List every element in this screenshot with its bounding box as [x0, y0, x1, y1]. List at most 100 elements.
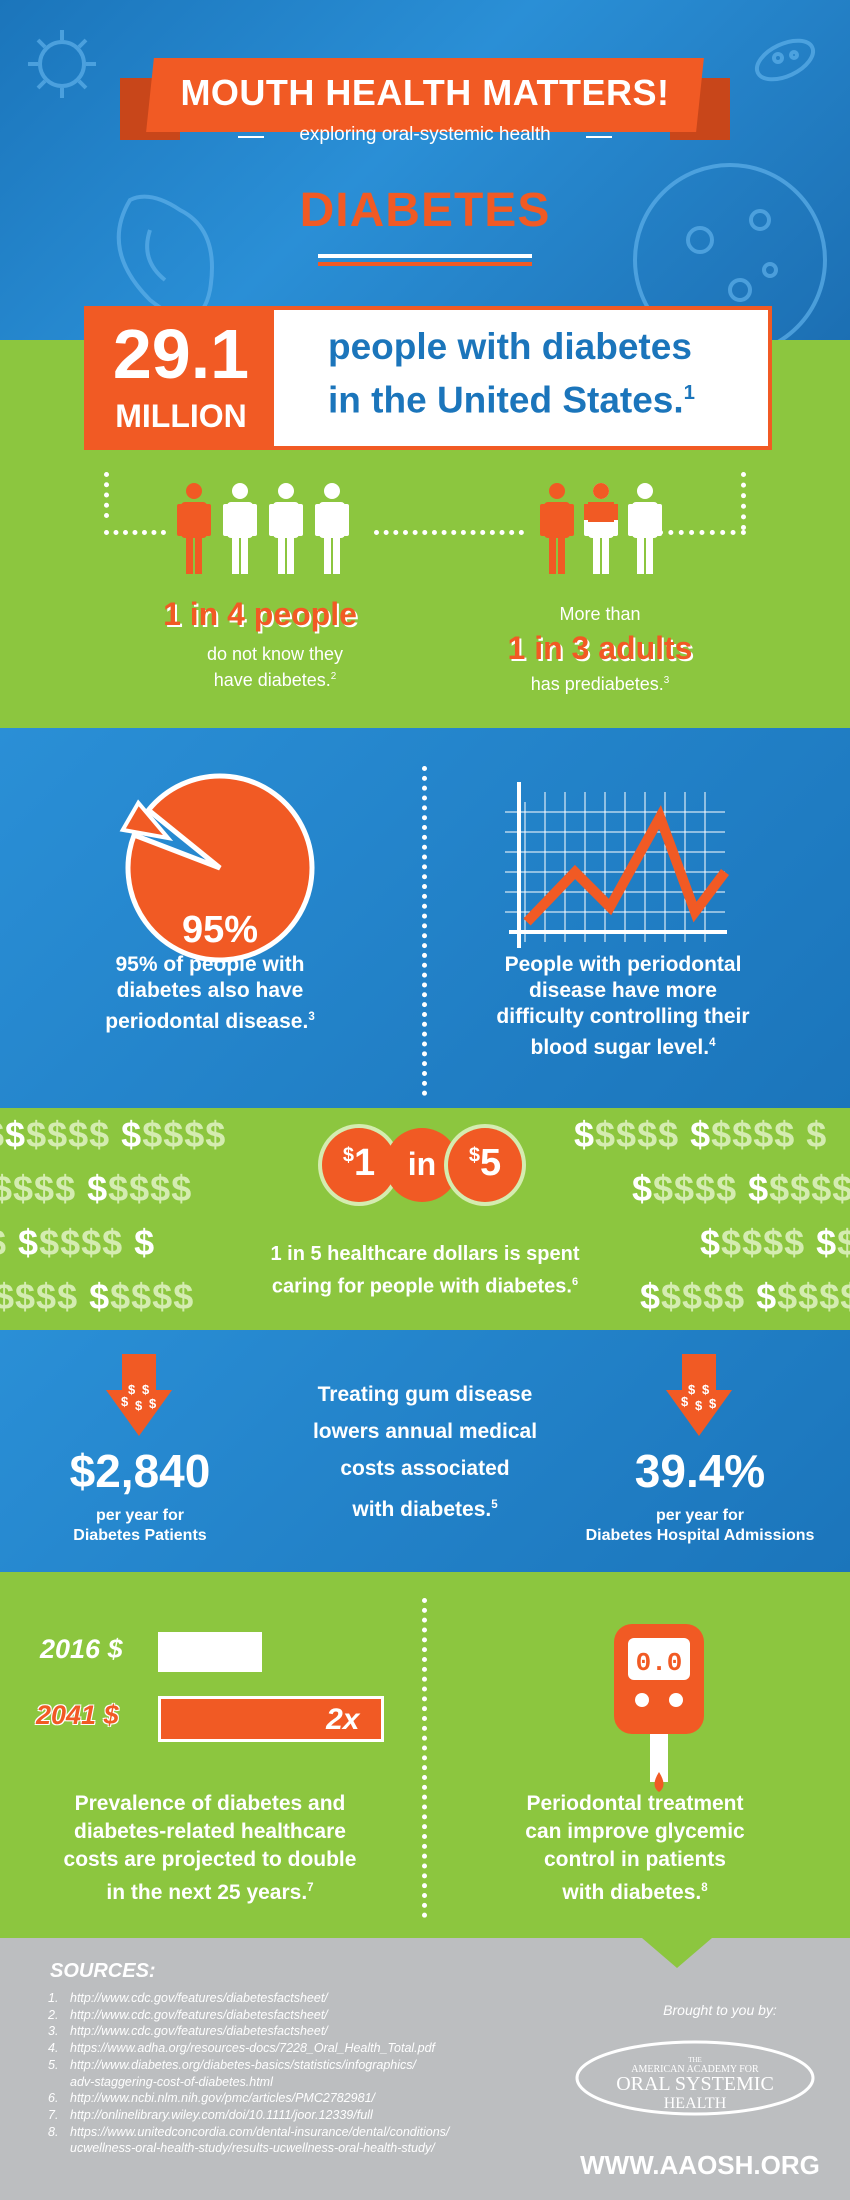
svg-text:$: $ [702, 1382, 710, 1397]
projection-left-line-4-text: in the next 25 years. [106, 1881, 308, 1904]
one-value: 1 [353, 1142, 376, 1184]
website-link[interactable]: WWW.AAOSH.ORG [580, 2150, 820, 2180]
in-text: in [407, 1146, 437, 1182]
svg-text:$: $ [688, 1382, 696, 1397]
stat-number-panel: 29.1 MILLION [88, 310, 274, 446]
svg-text:$: $ [142, 1382, 150, 1397]
meter-readout: 0.0 [636, 1648, 683, 1678]
bacteria-decoration-icon [28, 30, 827, 340]
line-graph-icon [505, 782, 729, 948]
dotted-connector [104, 472, 109, 518]
source-link[interactable]: http://www.cdc.gov/features/diabetesfact… [70, 1991, 328, 2005]
dollar-pattern: $$$$$ $$$$$ [640, 1276, 850, 1317]
source-item: adv-staggering-cost-of-diabetes.html [48, 2074, 568, 2091]
source-number: 1. [48, 1991, 59, 2005]
svg-text:$: $ [135, 1398, 143, 1413]
source-item: 1. http://www.cdc.gov/features/diabetesfa… [48, 1990, 568, 2007]
page-subtitle: exploring oral-systemic health [299, 124, 551, 145]
projection-left-line-4: in the next 25 years.7 [20, 1874, 400, 1907]
bar-label-2041: 2041 $ [36, 1700, 119, 1730]
periodontal-right-line-2: disease have more [529, 979, 717, 1002]
brought-by: Brought to you by: [663, 2002, 777, 2018]
projection-left-line-2: diabetes-related healthcare [74, 1820, 346, 1843]
pie-slice-main [125, 773, 315, 963]
one-dollar-circle: $1 [322, 1128, 396, 1202]
source-link[interactable]: http://www.cdc.gov/features/diabetesfact… [70, 2007, 328, 2022]
source-number: 4. [48, 2041, 59, 2056]
source-link[interactable]: https://www.unitedconcordia.com/dental-i… [70, 2124, 450, 2139]
source-link[interactable]: http://www.cdc.gov/features/diabetesfact… [70, 2024, 328, 2039]
stat-right-line-text: has prediabetes. [530, 674, 664, 694]
stat-right-headline: 1 in 3 adults [507, 630, 693, 666]
periodontal-left-ref: 3 [308, 1011, 315, 1023]
source-number: 3. [48, 2024, 59, 2039]
periodontal-right-line-4-text: blood sugar level. [530, 1036, 710, 1059]
dotted-connector [658, 530, 746, 535]
svg-text:$: $ [709, 1396, 717, 1411]
aaosh-logo: THE AMERICAN ACADEMY FOR ORAL SYSTEMIC H… [575, 2040, 815, 2116]
costs-center-line-4-text: with diabetes. [352, 1498, 492, 1521]
topic-title: DIABETES [299, 184, 551, 237]
patient-cost-value: $2,840 [69, 1445, 211, 1497]
vertical-dotted-divider [422, 766, 427, 1096]
dollar-pattern: $$$$$ $$$ [700, 1222, 850, 1263]
dollar-pattern: $$$$$ $$$$$ $ [574, 1114, 828, 1155]
periodontal-section: 95% 95% of people with diabetes also hav… [0, 728, 850, 1108]
source-link[interactable]: ucwellness-oral-health-study/results-ucw… [70, 2141, 435, 2156]
dotted-connector [374, 530, 524, 535]
five-value: 5 [479, 1142, 502, 1184]
sources-section: SOURCES: 1. http://www.cdc.gov/features/d… [0, 1938, 850, 2200]
source-link[interactable]: https://www.adha.org/resources-docs/7228… [70, 2041, 436, 2056]
logo-the: THE [688, 2056, 702, 2064]
down-arrow-dollar-icon: $ $$$ $ [106, 1354, 172, 1436]
source-item: 5. http://www.diabetes.org/diabetes-basic… [48, 2057, 568, 2074]
svg-text:$: $ [121, 1394, 129, 1409]
source-number: 8. [48, 2124, 59, 2139]
periodontal-left-text: 95% of people with diabetes also have pe… [60, 952, 360, 1035]
source-link[interactable]: adv-staggering-cost-of-diabetes.html [70, 2074, 273, 2089]
dollar-pattern: $$$$$ $$$$$ [632, 1168, 850, 1209]
svg-text:$: $ [695, 1398, 703, 1413]
projection-left-line-3: costs are projected to double [63, 1848, 357, 1871]
topic-underline-bottom [318, 262, 532, 266]
periodontal-right-line-1: People with periodontal [504, 953, 742, 976]
glucose-meter-icon: 0.0 [614, 1624, 704, 1792]
projection-left-ref: 7 [307, 1882, 314, 1894]
source-item: 3. http://www.cdc.gov/features/diabetesfa… [48, 2023, 568, 2040]
bar-2016 [158, 1632, 262, 1672]
stat-left-line-2: have diabetes.2 [160, 670, 390, 691]
projection-right-line-4-text: with diabetes. [562, 1881, 702, 1904]
dollar-pattern: $$$$ $$$$$ [0, 1168, 193, 1209]
periodontal-left-line-3: periodontal disease.3 [60, 1004, 360, 1035]
dollar-pattern: $$$$$$ $$$$$ [0, 1114, 227, 1155]
projection-right-line-3: control in patients [543, 1848, 726, 1871]
subtitle-rule-right [586, 136, 612, 138]
stat-right-pre: More than [559, 604, 641, 624]
dollars-line-2-text: caring for people with diabetes. [271, 1275, 572, 1298]
stat-ref: 1 [683, 382, 695, 404]
logo-line-1: AMERICAN ACADEMY FOR [631, 2064, 759, 2075]
dotted-connector [104, 530, 166, 535]
source-link[interactable]: http://www.ncbi.nlm.nih.gov/pmc/articles… [70, 2091, 375, 2106]
projection-right-line-1: Periodontal treatment [526, 1792, 744, 1815]
subtitle-rule-left [238, 136, 264, 138]
patient-cost-caption: per year for Diabetes Patients [40, 1506, 240, 1546]
periodontal-left-line-1: 95% of people with [115, 953, 305, 976]
people-group-right-icon [540, 483, 662, 574]
costs-center-line-3: costs associated [340, 1457, 510, 1480]
bar-multiplier: 2x [326, 1703, 360, 1736]
source-link[interactable]: http://onlinelibrary.wiley.com/doi/10.11… [70, 2107, 373, 2122]
in-circle: in [385, 1128, 459, 1202]
source-item: 2. http://www.cdc.gov/features/diabetesfa… [48, 2007, 568, 2024]
stat-unit: MILLION [115, 398, 247, 434]
sources-list: 1. http://www.cdc.gov/features/diabetesfa… [48, 1990, 568, 2157]
stat-number: 29.1 [112, 315, 250, 393]
logo-line-2: ORAL SYSTEMIC [616, 2073, 774, 2095]
source-number: 7. [48, 2107, 59, 2122]
projection-right-text: Periodontal treatment can improve glycem… [470, 1790, 800, 1907]
dollars-ref: 6 [571, 1276, 579, 1288]
dollars-line-1: 1 in 5 healthcare dollars is spent [270, 1243, 580, 1265]
page-title: MOUTH HEALTH MATTERS! [180, 72, 670, 113]
source-link[interactable]: http://www.diabetes.org/diabetes-basics/… [70, 2057, 417, 2072]
dollars-line-2: caring for people with diabetes.6 [220, 1268, 630, 1301]
